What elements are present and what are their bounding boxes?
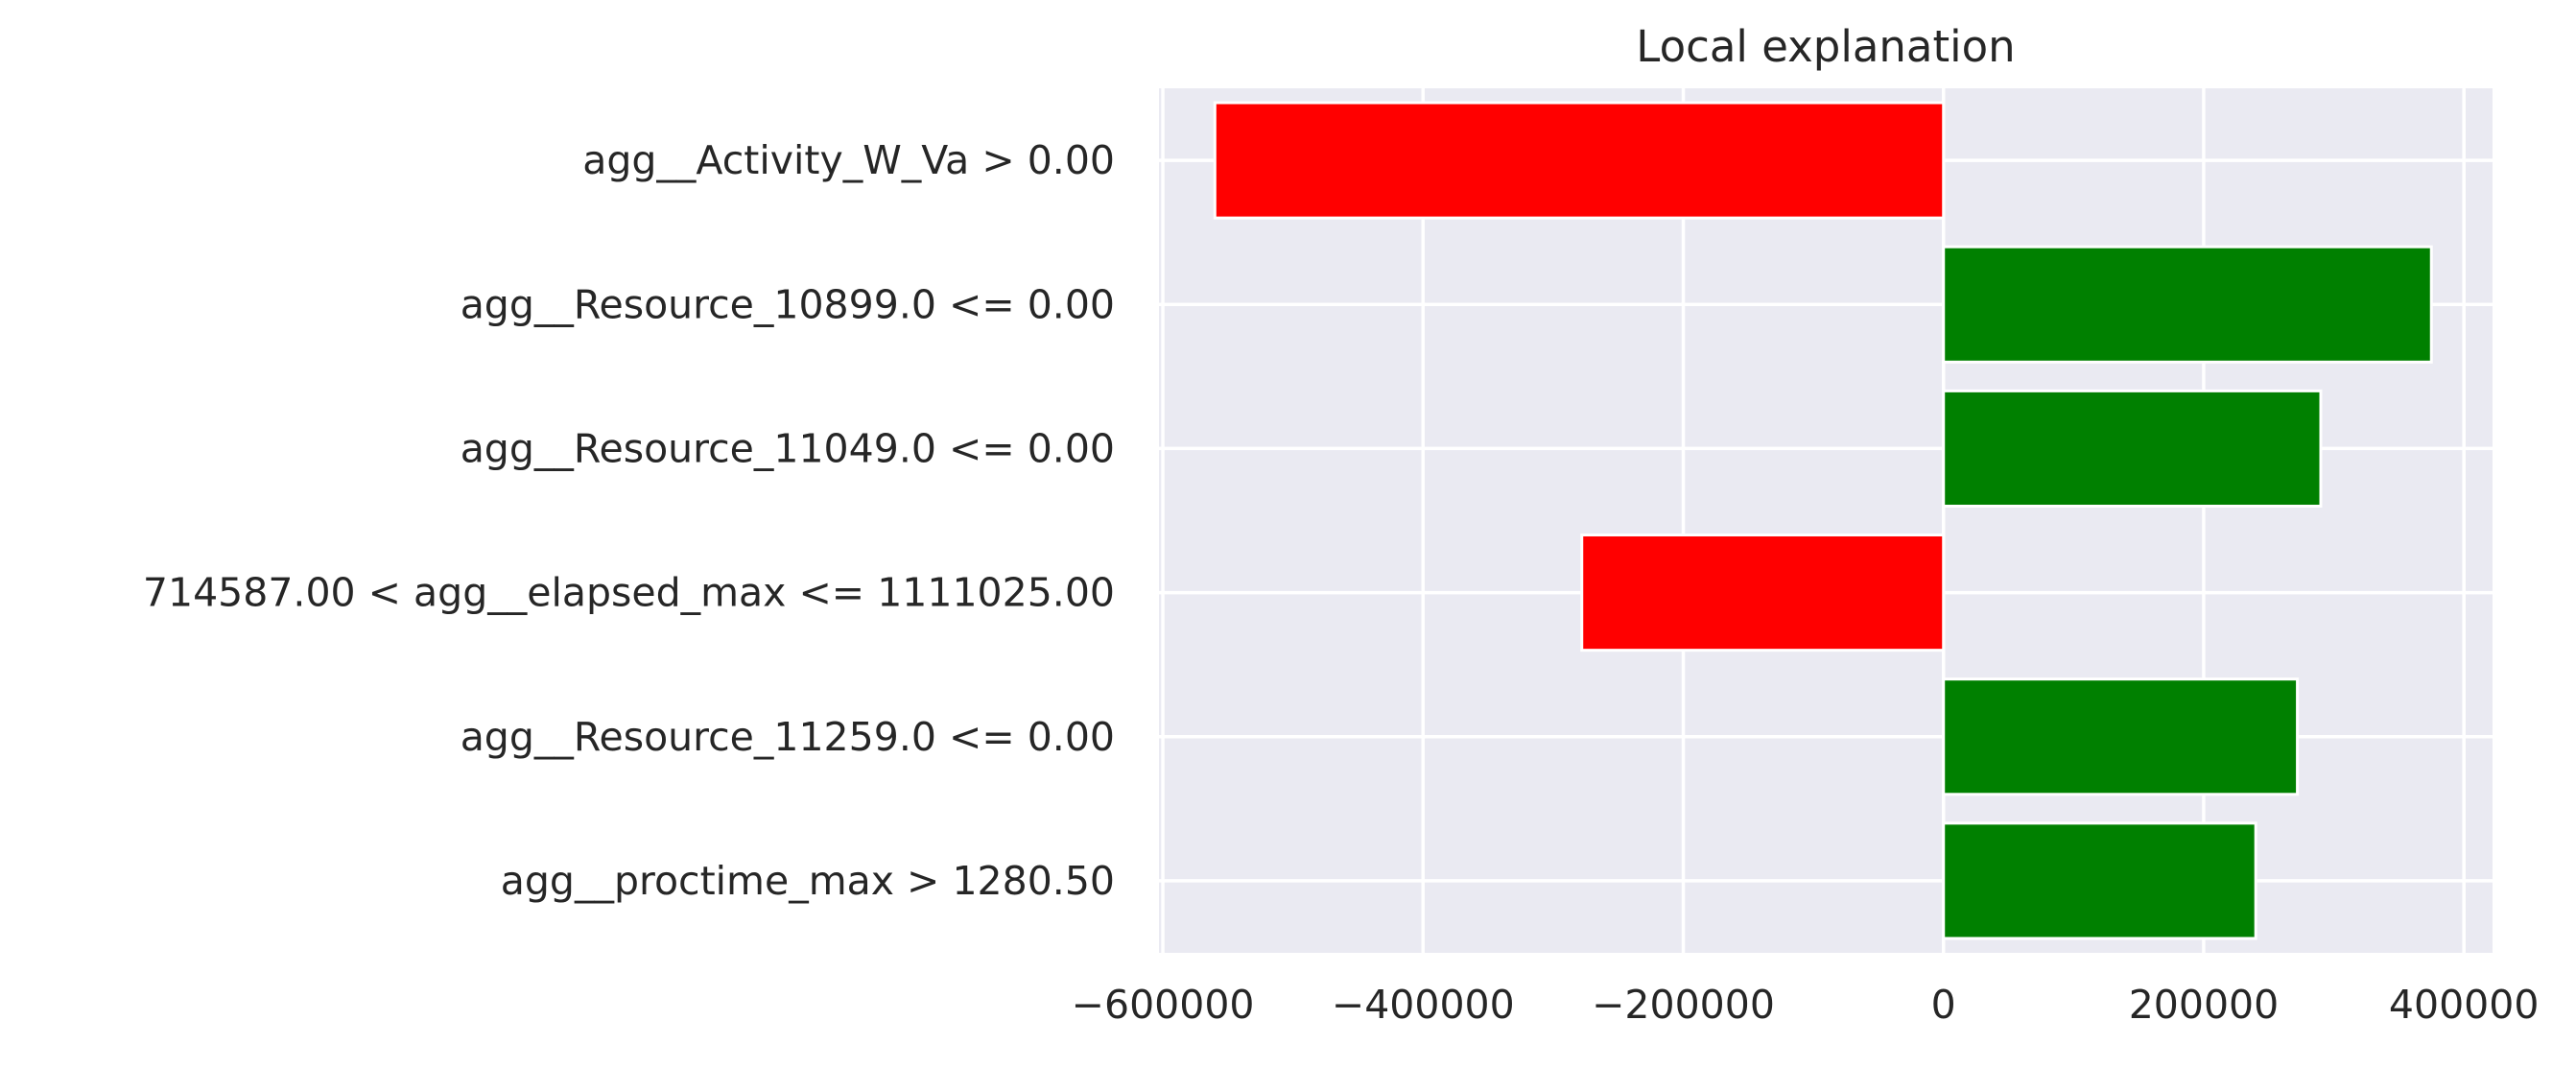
chart-title: Local explanation bbox=[1636, 21, 2015, 72]
bar bbox=[1942, 677, 2300, 796]
y-tick-label: agg__proctime_max > 1280.50 bbox=[501, 858, 1115, 904]
y-tick-label: agg__Resource_11049.0 <= 0.00 bbox=[461, 425, 1115, 471]
x-tick-label: 400000 bbox=[2389, 982, 2540, 1028]
y-tick-label: agg__Resource_10899.0 <= 0.00 bbox=[461, 281, 1115, 327]
y-tick-label: agg__Resource_11259.0 <= 0.00 bbox=[461, 714, 1115, 760]
x-tick-label: 200000 bbox=[2129, 982, 2280, 1028]
y-tick-labels: agg__Activity_W_Va > 0.00 agg__Resource_1… bbox=[143, 137, 1115, 904]
y-tick-label: agg__Activity_W_Va > 0.00 bbox=[582, 137, 1115, 183]
plot-area-background bbox=[1159, 88, 2493, 953]
bars bbox=[1213, 101, 2433, 940]
x-tick-label: −600000 bbox=[1072, 982, 1255, 1028]
x-tick-label: −200000 bbox=[1592, 982, 1775, 1028]
bar bbox=[1942, 821, 2257, 940]
x-tick-label: 0 bbox=[1931, 982, 1956, 1028]
bar bbox=[1942, 389, 2323, 508]
bar bbox=[1580, 534, 1946, 653]
bar bbox=[1942, 245, 2433, 364]
x-tick-labels: −600000 −400000 −200000 0 200000 400000 bbox=[1072, 982, 2540, 1028]
bar bbox=[1213, 101, 1946, 220]
y-tick-label: 714587.00 < agg__elapsed_max <= 1111025.… bbox=[143, 570, 1115, 616]
x-tick-label: −400000 bbox=[1332, 982, 1515, 1028]
